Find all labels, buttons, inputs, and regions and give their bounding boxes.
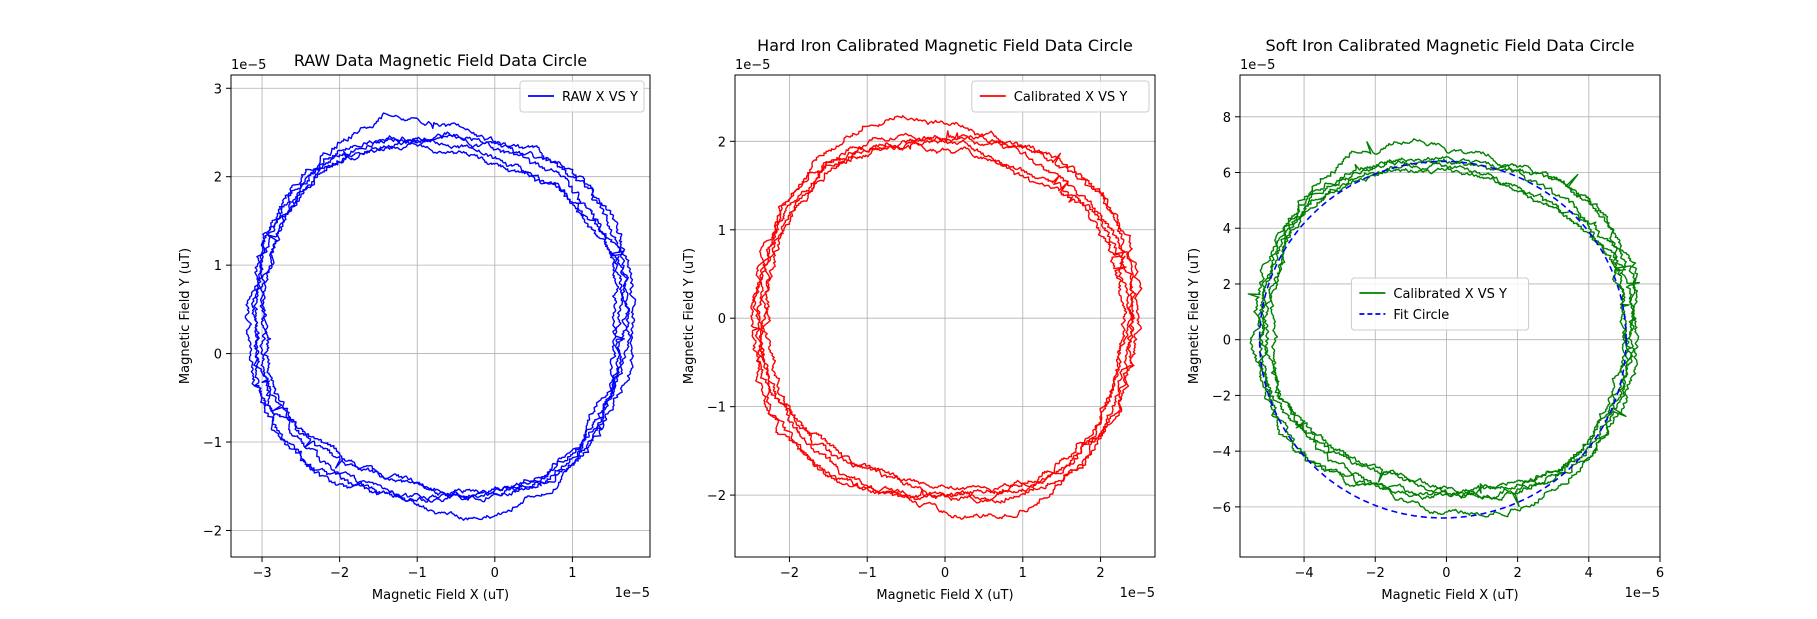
x-tick-label: 2: [1096, 566, 1104, 581]
legend: Calibrated X VS Y: [971, 80, 1150, 113]
axes-frame: [1239, 74, 1661, 558]
y-tick-label: −1: [203, 436, 222, 451]
legend-label: Calibrated X VS Y: [1393, 287, 1507, 302]
x-tick-label: 0: [941, 566, 949, 581]
y-tick-label: −2: [203, 524, 222, 539]
x-offset-label: 1e−5: [615, 586, 650, 601]
x-offset-label: 1e−5: [1120, 586, 1155, 601]
x-tick-label: 0: [1442, 566, 1450, 581]
y-axis-label: Magnetic Field Y (uT): [1187, 248, 1202, 384]
x-tick-label: 1: [1019, 566, 1027, 581]
y-offset-label: 1e−5: [231, 58, 266, 73]
y-tick-label: 0: [214, 348, 222, 363]
y-tick-label: 8: [1223, 111, 1231, 126]
chart-title: Hard Iron Calibrated Magnetic Field Data…: [757, 36, 1133, 55]
legend: Calibrated X VS Y Fit Circle: [1350, 277, 1530, 331]
y-tick-label: −2: [1212, 389, 1231, 404]
x-tick-label: 4: [1585, 566, 1593, 581]
x-tick-label: −1: [408, 566, 427, 581]
grid-lines: [1240, 75, 1661, 557]
x-axis-label: Magnetic Field X (uT): [372, 588, 509, 603]
x-tick-label: 6: [1656, 566, 1664, 581]
chart-title: RAW Data Magnetic Field Data Circle: [294, 51, 587, 70]
y-tick-label: −1: [707, 401, 726, 416]
y-tick-label: 3: [214, 82, 222, 97]
y-tick-label: −4: [1212, 445, 1231, 460]
series-line: [750, 115, 1143, 520]
y-tick-label: 1: [214, 259, 222, 274]
series-1: [244, 112, 637, 521]
grid-lines: [231, 75, 650, 557]
chart-panel-2: −2 −1 0 1 2 −2 −1 0 1 2 1e−5 1e−5 Magnetic Field X (…: [682, 36, 1156, 603]
legend-label: Calibrated X VS Y: [1014, 90, 1128, 105]
y-axis-label: Magnetic Field Y (uT): [682, 248, 697, 384]
x-offset-label: 1e−5: [1625, 586, 1660, 601]
axes-frame: [230, 74, 651, 558]
y-tick-label: 4: [1223, 222, 1231, 237]
y-tick-label: 6: [1223, 167, 1231, 182]
chart-panel-1: −3 −2 −1 0 1 −2 −1 0 1 2 3 1e−5 1e−5 Magnetic Field X…: [178, 51, 651, 603]
y-tick-label: 0: [1223, 334, 1231, 349]
legend-label: Fit Circle: [1393, 308, 1449, 323]
y-axis-label: Magnetic Field Y (uT): [178, 248, 193, 384]
x-tick-label: −3: [252, 566, 271, 581]
y-tick-label: 0: [718, 312, 726, 327]
x-axis-label: Magnetic Field X (uT): [1381, 588, 1518, 603]
chart-panel-3: −4 −2 0 2 4 6 −6 −4 −2 0 2 4 6 8 1e−5 1e−5 Magnetic Fiel…: [1187, 36, 1664, 603]
legend-box: [1350, 277, 1530, 331]
series-line: [1247, 138, 1641, 518]
legend-box: [519, 80, 645, 113]
y-tick-label: 2: [718, 135, 726, 150]
x-tick-label: 0: [491, 566, 499, 581]
x-tick-label: −2: [1366, 566, 1385, 581]
legend: RAW X VS Y: [519, 80, 645, 113]
x-tick-label: 1: [568, 566, 576, 581]
y-tick-label: 2: [1223, 278, 1231, 293]
y-tick-label: −6: [1212, 501, 1231, 516]
y-tick-label: −2: [707, 489, 726, 504]
grid-lines: [735, 75, 1155, 557]
x-tick-label: −1: [858, 566, 877, 581]
chart-title: Soft Iron Calibrated Magnetic Field Data…: [1266, 36, 1635, 55]
legend-label: RAW X VS Y: [562, 90, 638, 105]
series-1: [1247, 138, 1641, 518]
y-offset-label: 1e−5: [735, 58, 770, 73]
x-tick-label: −2: [780, 566, 799, 581]
series-1: [750, 115, 1143, 520]
legend-box: [971, 80, 1150, 113]
x-tick-label: −2: [330, 566, 349, 581]
x-axis-label: Magnetic Field X (uT): [876, 588, 1013, 603]
series-line: [244, 112, 637, 521]
y-tick-label: 2: [214, 171, 222, 186]
y-tick-label: 1: [718, 224, 726, 239]
x-tick-label: 2: [1513, 566, 1521, 581]
y-offset-label: 1e−5: [1240, 58, 1275, 73]
x-tick-label: −4: [1294, 566, 1313, 581]
